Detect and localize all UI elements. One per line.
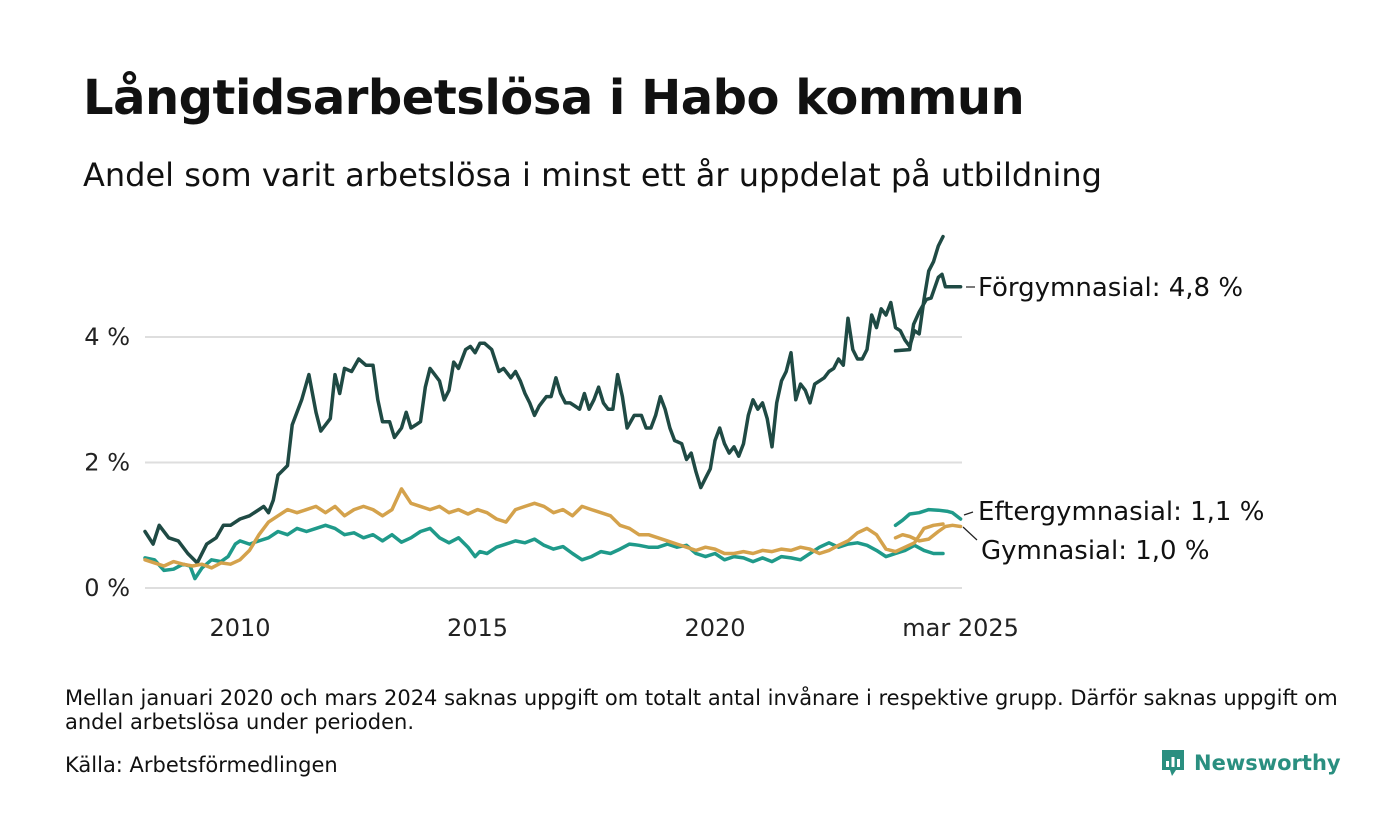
newsworthy-logo: Newsworthy [1160, 748, 1341, 778]
y-tick-label: 2 % [84, 449, 130, 477]
line-chart: 0 % 2 % 4 % 2010 2015 2020 mar 2025 Förgymnas… [84, 234, 1264, 642]
source-text: Källa: Arbetsförmedlingen [65, 753, 338, 777]
x-tick-label: 2020 [684, 614, 745, 642]
series-end-label: Förgymnasial: 4,8 % [978, 273, 1243, 303]
y-tick-label: 0 % [84, 574, 130, 602]
chart-subtitle: Andel som varit arbetslösa i minst ett å… [83, 156, 1102, 194]
x-tick-label: 2015 [447, 614, 508, 642]
brand-chart-icon [1162, 750, 1184, 776]
brand-name: Newsworthy [1194, 751, 1341, 775]
series-line-gymnasial-segment-0 [143, 487, 945, 570]
x-tick-label: 2010 [209, 614, 270, 642]
chart-title: Långtidsarbetslösa i Habo kommun [83, 70, 1025, 126]
label-leader-line [962, 526, 978, 541]
series-line-förgymnasial-segment-1 [893, 272, 963, 353]
series-line-eftergymnasial-segment-1 [893, 507, 963, 528]
series-line-gymnasial-segment-1 [893, 523, 963, 543]
end-labels: Förgymnasial: 4,8 % Eftergymnasial: 1,1 %… [962, 273, 1264, 566]
x-axis-ticks: 2010 2015 2020 mar 2025 [209, 614, 1018, 642]
x-tick-label: mar 2025 [902, 614, 1019, 642]
series-line-förgymnasial-segment-0 [143, 234, 945, 565]
series-end-label: Eftergymnasial: 1,1 % [978, 497, 1264, 527]
grid-lines [145, 336, 962, 589]
y-axis-ticks: 0 % 2 % 4 % [84, 323, 130, 602]
footnote: Mellan januari 2020 och mars 2024 saknas… [65, 686, 1338, 734]
series-lines [143, 234, 963, 581]
series-end-label: Gymnasial: 1,0 % [981, 536, 1210, 566]
series-line-eftergymnasial-segment-0 [143, 523, 945, 581]
y-tick-label: 4 % [84, 323, 130, 351]
label-leader-line [963, 511, 974, 516]
